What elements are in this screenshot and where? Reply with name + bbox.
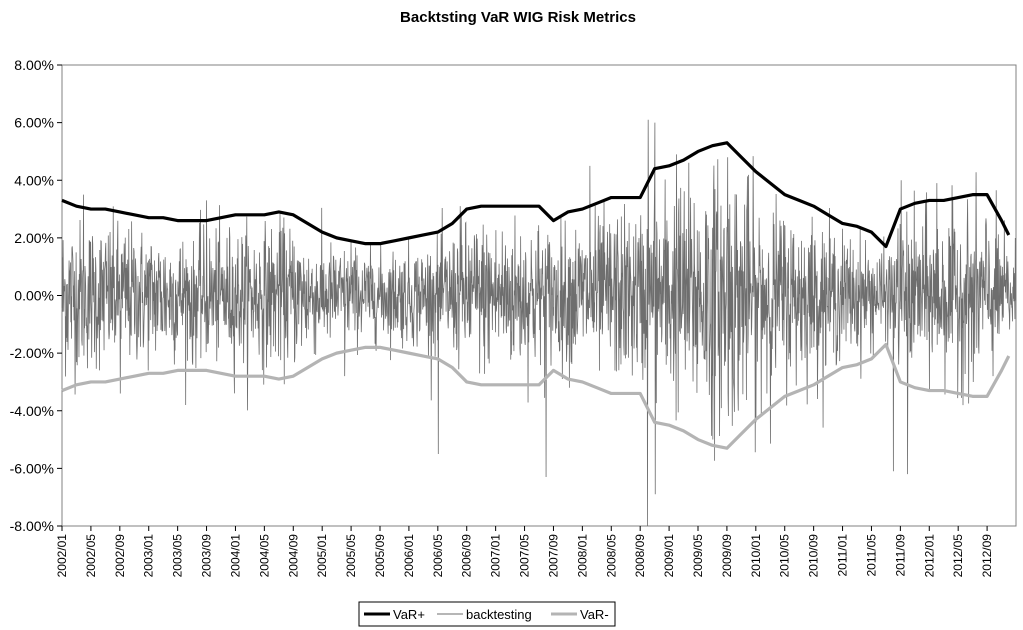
x-tick-label: 2007/01 [489,534,503,578]
x-tick-label: 2006/01 [402,534,416,578]
series-line-backtesting [61,119,1017,527]
x-tick-label: 2007/09 [546,534,560,578]
y-tick-label: 6.00% [14,115,54,131]
chart-title: Backtsting VaR WIG Risk Metrics [400,9,636,26]
x-tick-label: 2003/09 [200,534,214,578]
x-tick-label: 2005/05 [344,534,358,578]
x-tick-label: 2003/05 [171,534,185,578]
plot-area [61,64,1017,527]
x-tick-label: 2006/05 [431,534,445,578]
x-tick-label: 2011/05 [864,534,878,577]
x-tick-label: 2002/05 [84,534,98,578]
y-tick-label: -2.00% [10,345,54,361]
x-tick-label: 2007/05 [518,534,532,578]
y-axis: 8.00% 6.00% 4.00% 2.00% 0.00% -2.00% -4.00% -6.… [10,57,62,534]
x-tick-label: 2005/09 [373,534,387,578]
legend: VaR+ backtesting VaR- [358,601,616,627]
x-tick-label: 2011/01 [836,534,850,577]
y-tick-label: 0.00% [14,288,54,304]
series-line-var-plus [61,141,1011,249]
x-tick-label: 2004/01 [228,534,242,578]
x-tick-label: 2008/05 [604,534,618,578]
x-tick-label: 2009/05 [691,534,705,578]
x-tick-label: 2010/01 [749,534,763,578]
series-layer [61,119,1017,527]
x-tick-label: 2004/09 [286,534,300,578]
y-tick-label: -8.00% [10,518,54,534]
x-tick-label: 2009/01 [662,534,676,578]
x-tick-label: 2002/01 [55,534,69,578]
legend-label-var-minus: VaR- [580,607,609,622]
x-tick-label: 2005/01 [315,534,329,578]
legend-label-var-plus: VaR+ [393,607,425,622]
x-tick-label: 2003/01 [142,534,156,578]
legend-label-backtesting: backtesting [466,607,532,622]
x-tick-label: 2004/05 [257,534,271,578]
x-tick-label: 2011/09 [893,534,907,577]
x-tick-label: 2010/09 [807,534,821,578]
series-line-var-minus [61,342,1011,450]
y-tick-label: 8.00% [14,57,54,73]
x-tick-label: 2008/09 [633,534,647,578]
y-tick-label: -6.00% [10,460,54,476]
x-tick-label: 2010/05 [778,534,792,578]
x-tick-label: 2006/09 [460,534,474,578]
x-axis: 2002/01 2002/05 2002/09 2003/01 2003/05 2003/… [55,526,994,577]
y-tick-label: 4.00% [14,172,54,188]
x-tick-label: 2012/09 [980,534,994,578]
x-tick-label: 2012/05 [951,534,965,578]
x-tick-label: 2012/01 [922,534,936,578]
x-tick-label: 2009/09 [720,534,734,578]
x-tick-label: 2002/09 [113,534,127,578]
y-tick-label: 2.00% [14,230,54,246]
y-tick-label: -4.00% [10,403,54,419]
x-tick-label: 2008/01 [575,534,589,578]
